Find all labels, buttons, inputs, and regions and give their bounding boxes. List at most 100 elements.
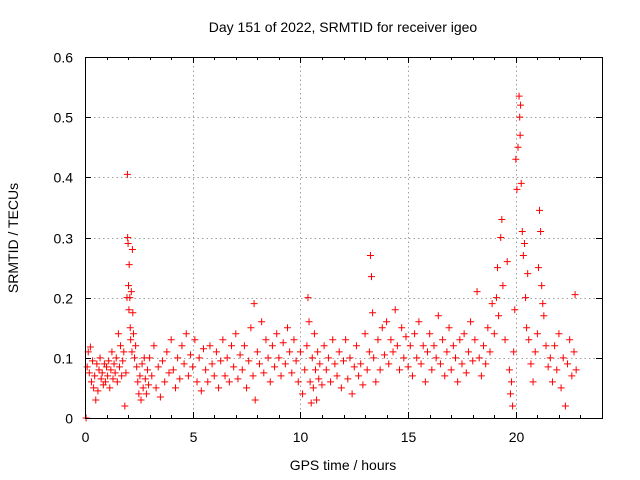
- data-point: [95, 366, 103, 374]
- data-point: [571, 291, 579, 299]
- data-point: [112, 354, 120, 362]
- data-point: [434, 312, 442, 320]
- data-point: [101, 378, 109, 386]
- data-point: [143, 366, 151, 374]
- data-point: [258, 318, 266, 326]
- data-point: [165, 369, 173, 377]
- data-point: [363, 366, 371, 374]
- data-point: [262, 336, 270, 344]
- data-point: [89, 357, 97, 365]
- data-point: [342, 336, 350, 344]
- data-point: [509, 402, 517, 410]
- data-point: [148, 372, 156, 380]
- y-tick-label: 0.1: [54, 351, 74, 367]
- data-point: [368, 273, 376, 281]
- data-point: [178, 342, 186, 350]
- data-point: [135, 390, 143, 398]
- data-point: [308, 354, 316, 362]
- data-point: [129, 330, 137, 338]
- data-point: [531, 348, 539, 356]
- data-point: [264, 354, 272, 362]
- data-point: [180, 360, 188, 368]
- data-point: [517, 101, 525, 109]
- data-point: [551, 342, 559, 350]
- data-point: [340, 357, 347, 365]
- data-point: [348, 390, 356, 398]
- data-point: [436, 360, 444, 368]
- data-point: [150, 342, 158, 350]
- data-point: [452, 354, 460, 362]
- data-point: [127, 336, 135, 344]
- data-point: [307, 399, 315, 407]
- data-point: [402, 333, 410, 341]
- data-point: [283, 324, 291, 332]
- data-point: [514, 143, 522, 151]
- data-point: [279, 339, 287, 347]
- data-point: [506, 390, 514, 398]
- data-point: [428, 366, 436, 374]
- data-point: [564, 360, 572, 368]
- data-point: [125, 261, 133, 269]
- data-point: [426, 330, 434, 338]
- data-point: [486, 348, 494, 356]
- data-point: [508, 378, 516, 386]
- data-point: [559, 354, 567, 362]
- data-point: [197, 387, 205, 395]
- data-point: [568, 372, 576, 380]
- y-tick-label: 0.5: [54, 110, 74, 126]
- data-point: [189, 363, 197, 371]
- data-point: [255, 360, 263, 368]
- axis-ticks: 0 0.1 0.2 0.3 0.4 0.5 0.6 0 5 10 15 20: [54, 50, 602, 445]
- data-point: [540, 312, 548, 320]
- data-point: [525, 336, 533, 344]
- data-point: [555, 330, 563, 338]
- data-point: [511, 306, 519, 314]
- data-point: [346, 354, 354, 362]
- data-point: [495, 312, 503, 320]
- data-point: [335, 348, 343, 356]
- data-point: [236, 351, 244, 359]
- data-point: [303, 342, 311, 350]
- data-point: [417, 360, 425, 368]
- data-point: [445, 324, 453, 332]
- data-point: [534, 264, 542, 272]
- data-point: [387, 336, 395, 344]
- data-point: [118, 372, 126, 380]
- data-point: [206, 342, 214, 350]
- data-point: [537, 227, 545, 235]
- data-point: [369, 309, 377, 317]
- data-point: [191, 336, 199, 344]
- data-point: [142, 390, 150, 398]
- data-point: [517, 179, 525, 187]
- data-point: [187, 351, 195, 359]
- data-point: [488, 300, 496, 308]
- data-point: [232, 330, 240, 338]
- data-point: [467, 318, 475, 326]
- data-point: [529, 378, 537, 386]
- data-point: [208, 360, 216, 368]
- data-point: [370, 354, 378, 362]
- data-point: [538, 282, 546, 290]
- data-point: [469, 357, 477, 365]
- data-point: [327, 378, 335, 386]
- data-point: [518, 227, 526, 235]
- plot-frame: [85, 57, 603, 419]
- data-point: [184, 372, 192, 380]
- data-point: [238, 366, 246, 374]
- data-point: [87, 378, 95, 386]
- data-point: [98, 369, 106, 377]
- data-point: [324, 354, 332, 362]
- data-point: [475, 354, 483, 362]
- data-point: [260, 369, 268, 377]
- data-point: [546, 354, 554, 362]
- data-point: [182, 330, 190, 338]
- data-point: [458, 360, 466, 368]
- data-point: [430, 342, 438, 350]
- x-tick-label: 10: [293, 429, 309, 445]
- data-point: [83, 363, 91, 371]
- data-point: [296, 348, 304, 356]
- data-point: [482, 360, 490, 368]
- data-point: [331, 360, 339, 368]
- data-point: [131, 354, 139, 362]
- data-point: [505, 366, 513, 374]
